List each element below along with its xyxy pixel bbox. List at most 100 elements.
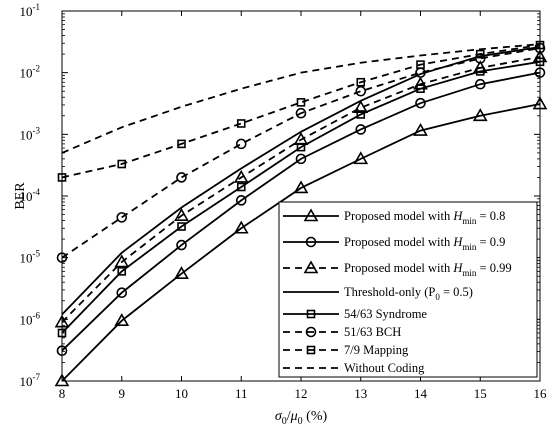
x-tick-label: 12 [295,386,308,401]
series-line-hmin09 [61,71,541,352]
data-point-bch [355,85,367,97]
data-point-hmin08 [532,96,548,110]
data-point-hmin09 [116,287,128,299]
x-label-sub0b: 0 [298,416,303,427]
series-line-nocoding [61,43,541,154]
legend-sample-hmin08 [283,208,339,222]
series-line-hmin099 [61,56,541,323]
data-point-bch [235,138,247,150]
series-nocoding [61,43,541,154]
legend-label-mapping: 7/9 Mapping [344,343,409,357]
data-point-bch [295,107,307,119]
legend-marker-hmin09 [305,236,317,248]
series-threshold [61,46,541,316]
x-label-unit: (%) [303,409,328,424]
legend-label-hmin099: Proposed model with Hmin = 0.99 [344,261,512,278]
series-mapping [57,40,545,182]
x-tick-label: 15 [474,386,487,401]
legend-label-nocoding: Without Coding [344,361,425,375]
x-tick-label: 13 [354,386,367,401]
y-tick-label: 10-3 [20,125,41,142]
data-point-syndrome [296,142,306,152]
data-point-mapping [356,77,366,87]
x-axis-label: σ0/μ0 (%) [275,409,328,427]
data-point-hmin09 [355,124,367,135]
axis-ticks: 8 9 10 11 12 13 14 15 16 10-7 10-6 10-5 10-4 10-3 10-2… [20,2,548,401]
legend-sample-hmin09 [283,236,339,248]
data-point-hmin08 [114,313,130,327]
data-point-syndrome [117,267,127,276]
legend-sample-hmin099 [283,260,339,274]
legend-marker-mapping [306,345,316,355]
data-point-hmin09 [474,78,486,90]
data-point-hmin09 [176,239,187,251]
data-point-hmin099 [174,208,189,221]
x-tick-label: 10 [175,386,188,401]
data-point-hmin08 [472,108,488,122]
legend-marker-syndrome [306,309,316,319]
data-point-syndrome [356,110,366,119]
x-tick-label: 11 [235,386,248,401]
series-layer [54,40,548,387]
series-line-bch [61,47,541,259]
y-tick-label: 10-4 [20,187,41,204]
data-point-hmin09 [235,195,247,206]
data-point-syndrome [535,57,545,67]
data-point-mapping [475,49,485,59]
data-point-mapping [57,173,67,182]
data-point-hmin09 [415,97,426,109]
data-point-hmin099 [353,100,369,114]
legend-marker-bch [305,326,317,338]
legend: Proposed model with Hmin = 0.8 Proposed … [278,201,538,378]
x-label-slash: / [287,409,291,424]
y-tick-label: 10-7 [20,372,41,389]
data-point-syndrome [57,328,67,338]
data-point-mapping [296,98,306,107]
legend-label-syndrome: 54/63 Syndrome [344,307,427,321]
data-point-mapping [117,159,127,169]
series-bch [56,42,546,263]
data-point-hmin08 [353,151,369,165]
x-tick-label: 16 [534,386,548,401]
legend-sample-syndrome [283,309,339,319]
data-point-mapping [236,119,246,128]
data-point-syndrome [475,67,485,76]
x-label-sub0a: 0 [282,416,287,427]
series-hmin08 [54,96,548,387]
legend-marker-hmin08 [303,208,319,222]
y-axis-label: BER [13,182,28,210]
data-point-bch [176,172,187,183]
y-tick-label: 10-5 [20,249,41,266]
legend-box [278,201,538,378]
data-point-hmin099 [54,314,70,328]
x-tick-label: 8 [59,386,66,401]
legend-samples [283,208,339,369]
legend-label-hmin09: Proposed model with Hmin = 0.9 [344,235,505,252]
data-point-hmin08 [293,180,309,194]
data-point-mapping [535,40,545,50]
legend-sample-bch [283,326,339,338]
data-point-hmin09 [56,345,68,356]
data-point-syndrome [236,182,246,192]
x-label-sigma: σ [275,409,283,424]
series-syndrome [57,57,545,338]
data-point-mapping [177,139,186,149]
data-point-hmin08 [413,122,428,136]
legend-label-threshold: Threshold-only (P0 = 0.5) [344,285,473,302]
data-point-hmin099 [114,254,130,268]
legend-marker-hmin099 [303,260,319,274]
data-point-syndrome [177,222,186,231]
x-tick-label: 14 [414,386,428,401]
data-point-hmin08 [233,220,249,234]
x-tick-label: 9 [119,386,126,401]
data-point-syndrome [416,84,425,93]
data-point-mapping [416,60,425,69]
x-label-mu: μ [290,409,298,424]
legend-label-hmin08: Proposed model with Hmin = 0.8 [344,209,505,226]
series-line-hmin08 [61,103,541,382]
series-line-threshold [61,46,541,316]
y-tick-label: 10-6 [20,310,41,327]
data-point-hmin099 [532,49,548,63]
data-point-hmin099 [233,169,249,183]
